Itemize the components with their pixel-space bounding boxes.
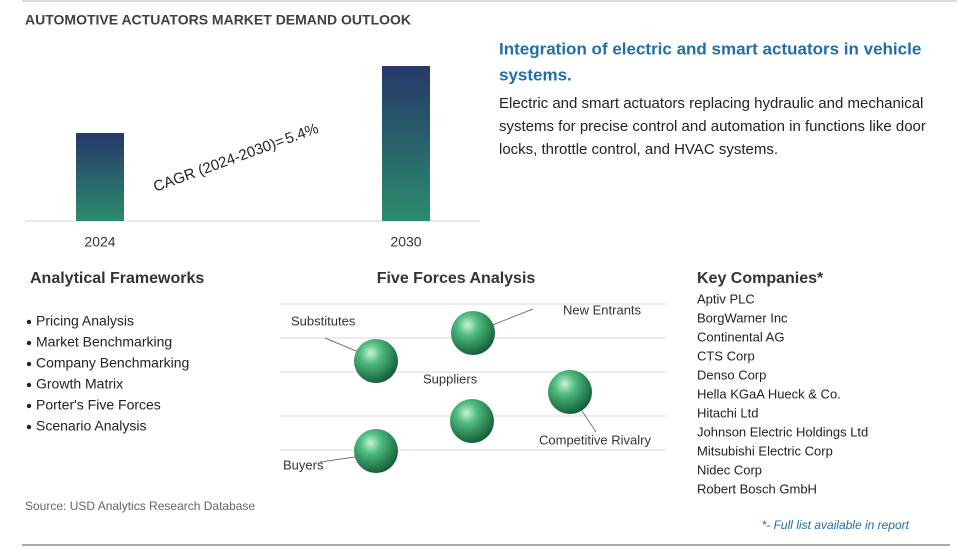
force-label: New Entrants: [563, 302, 642, 317]
force-label: Substitutes: [291, 313, 356, 328]
force-sphere: [450, 399, 494, 443]
framework-item: Porter's Five Forces: [36, 397, 161, 413]
bullet: [26, 403, 32, 409]
source: Source: USD Analytics Research Database: [25, 499, 255, 513]
force-sphere: [451, 311, 495, 355]
cagr-value: 5.4%: [283, 120, 321, 148]
bullet: [26, 340, 32, 346]
company-item: BorgWarner Inc: [697, 310, 788, 325]
company-item: Hitachi Ltd: [697, 405, 758, 420]
companies-title: Key Companies*: [697, 270, 824, 287]
frameworks-title: Analytical Frameworks: [30, 270, 204, 287]
connector: [489, 308, 534, 327]
force-label: Suppliers: [423, 371, 478, 386]
framework-item: Scenario Analysis: [36, 418, 147, 434]
five-forces-title: Five Forces Analysis: [377, 270, 536, 287]
highlight-title: systems.: [499, 65, 572, 84]
company-item: Denso Corp: [697, 367, 766, 382]
company-item: Johnson Electric Holdings Ltd: [697, 424, 868, 439]
framework-item: Pricing Analysis: [36, 313, 134, 329]
company-item: Continental AG: [697, 329, 784, 344]
x-tick-label: 2024: [84, 234, 115, 250]
highlight-body: locks, throttle control, and HVAC system…: [499, 141, 778, 158]
cagr-label: CAGR (2024-2030)=: [151, 132, 287, 195]
cagr-annotation: CAGR (2024-2030)= 5.4%: [151, 120, 321, 196]
bar: [76, 133, 124, 221]
company-item: Nidec Corp: [697, 462, 762, 477]
force-label: Competitive Rivalry: [539, 432, 651, 447]
bar: [382, 66, 430, 221]
footnote: *- Full list available in report: [762, 518, 910, 532]
bullet: [26, 424, 32, 430]
company-item: Hella KGaA Hueck & Co.: [697, 386, 841, 401]
x-tick-label: 2030: [390, 234, 421, 250]
force-sphere: [354, 429, 398, 473]
highlight-body: systems for precise control and automati…: [499, 118, 926, 135]
chart-title: AUTOMOTIVE ACTUATORS MARKET DEMAND OUTLO…: [25, 12, 411, 28]
bullet: [26, 382, 32, 388]
company-item: Mitsubishi Electric Corp: [697, 443, 833, 458]
framework-item: Growth Matrix: [36, 376, 123, 392]
force-sphere: [354, 339, 398, 383]
company-item: CTS Corp: [697, 348, 755, 363]
framework-item: Market Benchmarking: [36, 334, 172, 350]
company-item: Aptiv PLC: [697, 291, 755, 306]
highlight-body: Electric and smart actuators replacing h…: [499, 95, 923, 112]
bullet: [26, 361, 32, 367]
company-item: Robert Bosch GmbH: [697, 481, 817, 496]
highlight-title: Integration of electric and smart actuat…: [499, 39, 921, 58]
bullet: [26, 319, 32, 325]
framework-item: Company Benchmarking: [36, 355, 189, 371]
force-sphere: [548, 370, 592, 414]
force-label: Buyers: [283, 457, 324, 472]
